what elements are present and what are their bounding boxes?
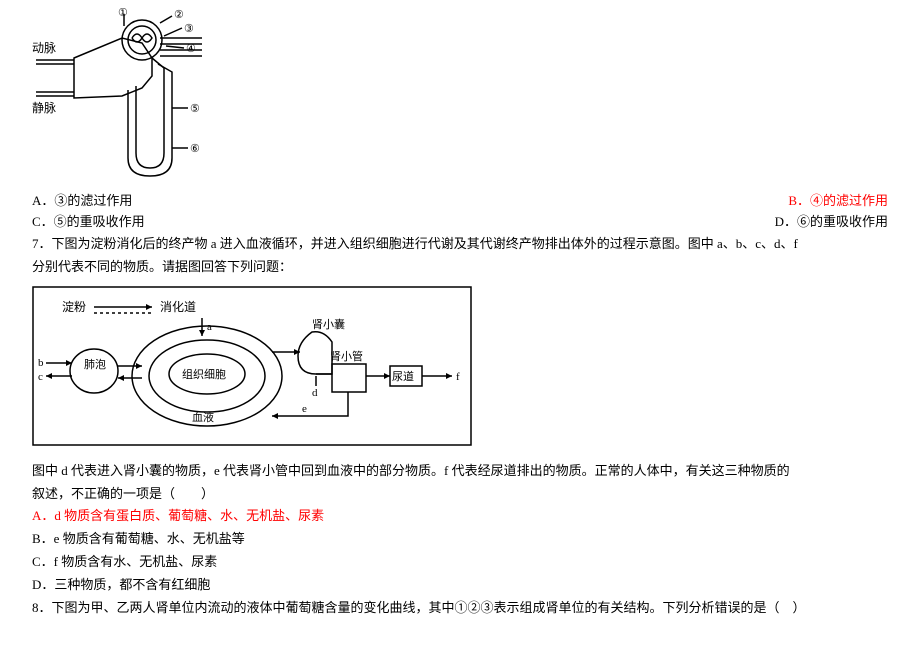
capsule-label: 肾小囊: [312, 317, 345, 331]
marker-6: ⑥: [190, 143, 200, 155]
q6-option-d: D．⑥的重吸收作用: [775, 212, 888, 233]
q7-option-a: A．d 物质含有蛋白质、葡萄糖、水、无机盐、尿素: [32, 506, 888, 527]
alveolus-label: 肺泡: [84, 357, 106, 371]
label-d: d: [312, 387, 318, 399]
marker-5: ⑤: [190, 103, 200, 115]
artery-label: 动脉: [32, 40, 56, 55]
starch-label: 淀粉: [62, 300, 86, 314]
marker-3: ③: [184, 23, 194, 35]
marker-1: ①: [118, 8, 128, 19]
label-c: c: [38, 371, 43, 383]
label-e: e: [302, 403, 307, 415]
marker-2: ②: [174, 9, 184, 21]
q6-options-row1: A．③的滤过作用 B．④的滤过作用: [32, 191, 888, 212]
vein-label: 静脉: [32, 100, 56, 115]
q7-option-b: B．e 物质含有葡萄糖、水、无机盐等: [32, 529, 888, 550]
q7-stem-line2: 分别代表不同的物质。请据图回答下列问题：: [32, 257, 888, 278]
q6-option-a: A．③的滤过作用: [32, 191, 132, 212]
label-b: b: [38, 357, 44, 369]
digestive-label: 消化道: [160, 300, 196, 314]
tissue-label: 组织细胞: [182, 367, 226, 381]
label-a: a: [207, 321, 212, 333]
blood-label: 血液: [192, 410, 214, 424]
q7-stem-line4: 叙述，不正确的一项是（ ）: [32, 484, 888, 505]
label-f: f: [456, 371, 460, 383]
urethra-label: 尿道: [392, 369, 414, 383]
metabolism-diagram: 淀粉 消化道 b c 肺泡 组织细胞 血液 a 肾小囊 肾小管 d e 尿道 f: [32, 286, 472, 446]
q7-stem-line1: 7．下图为淀粉消化后的终产物 a 进入血液循环，并进入组织细胞进行代谢及其代谢终…: [32, 234, 888, 255]
q7-option-c: C．f 物质含有水、无机盐、尿素: [32, 552, 888, 573]
q7-option-d: D．三种物质，都不含有红细胞: [32, 575, 888, 596]
marker-4: ④: [186, 43, 196, 55]
q8-stem: 8．下图为甲、乙两人肾单位内流动的液体中葡萄糖含量的变化曲线，其中①②③表示组成…: [32, 598, 888, 619]
tubule-label: 肾小管: [330, 349, 363, 363]
q6-option-c: C．⑤的重吸收作用: [32, 212, 145, 233]
q6-options-row2: C．⑤的重吸收作用 D．⑥的重吸收作用: [32, 212, 888, 233]
q6-option-b: B．④的滤过作用: [788, 191, 888, 212]
nephron-diagram: 动脉 静脉 ① ② ③ ④ ⑤ ⑥: [32, 8, 232, 178]
q7-stem-line3: 图中 d 代表进入肾小囊的物质，e 代表肾小管中回到血液中的部分物质。f 代表经…: [32, 461, 888, 482]
